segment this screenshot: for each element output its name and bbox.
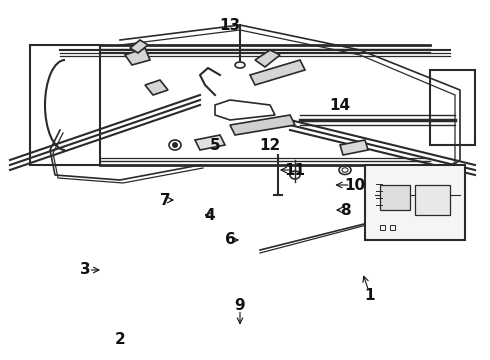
Text: 8: 8 xyxy=(340,202,350,217)
Text: 2: 2 xyxy=(115,333,125,347)
Polygon shape xyxy=(195,135,225,150)
Text: 3: 3 xyxy=(80,262,90,278)
Text: 6: 6 xyxy=(224,233,235,248)
Polygon shape xyxy=(230,115,295,135)
Polygon shape xyxy=(125,48,150,65)
Circle shape xyxy=(172,142,178,148)
Polygon shape xyxy=(145,80,168,95)
Polygon shape xyxy=(255,50,280,67)
FancyBboxPatch shape xyxy=(365,165,465,240)
Bar xyxy=(380,225,385,230)
Polygon shape xyxy=(250,60,305,85)
Text: 10: 10 xyxy=(344,177,366,193)
Text: 4: 4 xyxy=(205,207,215,222)
Text: 9: 9 xyxy=(235,297,245,312)
Text: 1: 1 xyxy=(365,288,375,302)
Polygon shape xyxy=(130,40,148,53)
Ellipse shape xyxy=(169,140,181,150)
Text: 5: 5 xyxy=(210,138,220,153)
Ellipse shape xyxy=(342,168,348,172)
Bar xyxy=(415,185,450,215)
Bar xyxy=(380,185,410,210)
Text: 11: 11 xyxy=(285,162,305,177)
Text: 14: 14 xyxy=(329,98,350,112)
Bar xyxy=(390,225,395,230)
Text: 7: 7 xyxy=(160,193,171,207)
Text: 12: 12 xyxy=(259,138,281,153)
Ellipse shape xyxy=(235,62,245,68)
Polygon shape xyxy=(340,140,368,155)
Text: 13: 13 xyxy=(220,18,241,32)
